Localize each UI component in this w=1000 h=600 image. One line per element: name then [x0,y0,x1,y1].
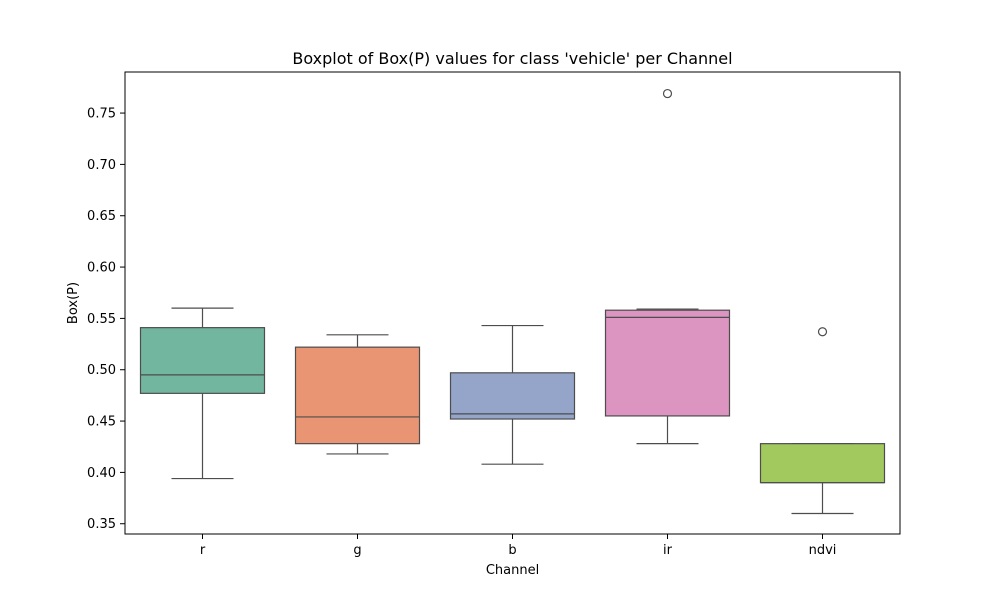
box-iqr [449,372,576,420]
box-g [294,334,421,455]
y-tick-label: 0.40 [87,466,116,481]
y-axis: 0.35 0.40 0.45 0.50 0.55 0.60 0.65 0.70 0.75 [87,107,125,532]
y-tick-label: 0.55 [87,312,116,327]
outlier-point [662,88,673,99]
y-tick-label: 0.35 [87,517,116,532]
x-axis: r g b ir ndvi [200,534,837,558]
chart-title: Boxplot of Box(P) values for class 'vehi… [292,49,732,68]
x-tick-label: g [353,543,361,558]
box-iqr [139,327,266,394]
box-r [139,307,266,480]
box-ir [604,88,731,445]
box-ndvi [759,327,886,515]
box-iqr [294,346,421,445]
x-tick-label: b [508,543,516,558]
boxes-group [139,88,886,515]
y-tick-label: 0.75 [87,107,116,122]
y-tick-label: 0.60 [87,261,116,276]
y-tick-label: 0.50 [87,363,116,378]
x-tick-label: ir [663,543,673,558]
y-tick-label: 0.65 [87,209,116,224]
outlier-point [817,327,828,337]
y-tick-label: 0.70 [87,158,116,173]
y-tick-label: 0.45 [87,415,116,430]
x-tick-label: ndvi [809,543,837,558]
box-iqr [604,309,731,417]
x-tick-label: r [200,543,206,558]
y-axis-label: Box(P) [66,282,81,324]
x-axis-label: Channel [486,563,539,578]
box-b [449,324,576,465]
box-iqr [759,443,886,484]
